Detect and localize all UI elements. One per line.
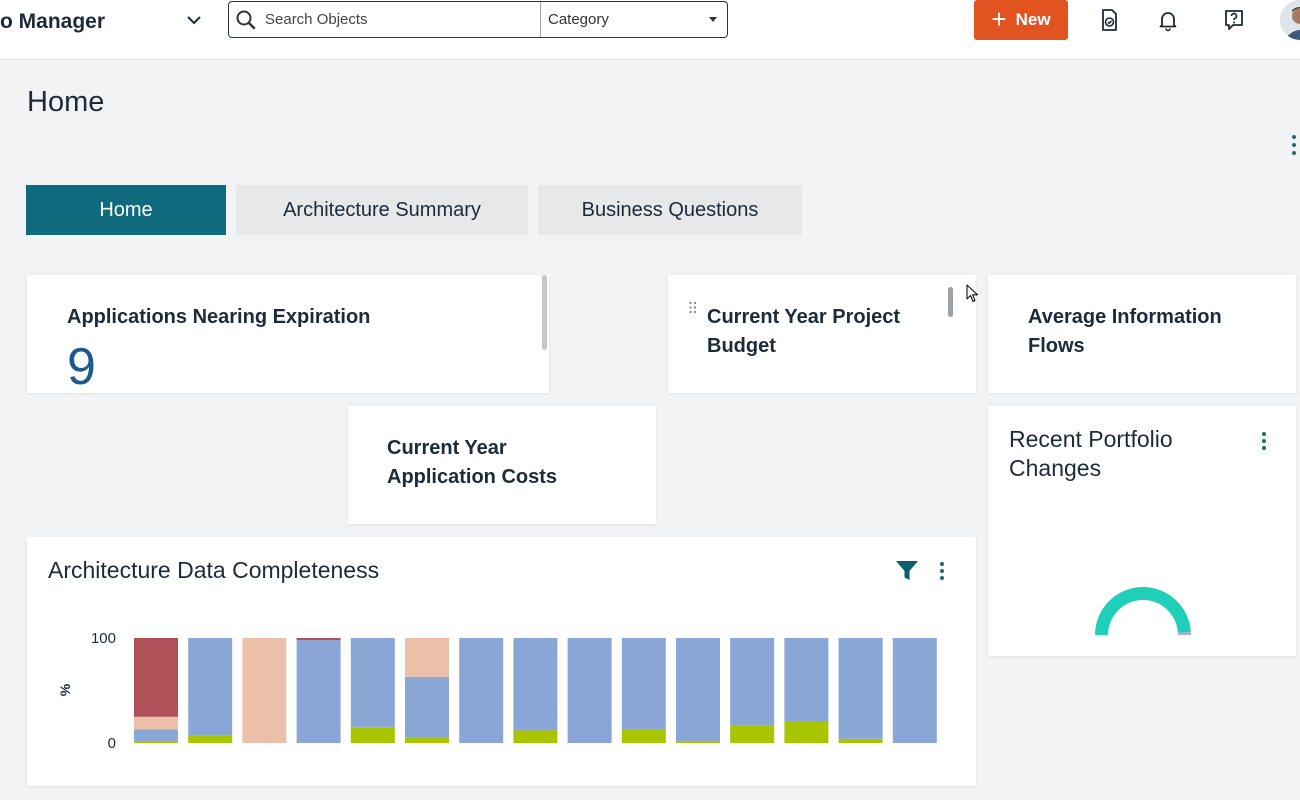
category-label: Category [548, 11, 609, 28]
bar-segment[interactable] [621, 729, 666, 743]
widget-recent-portfolio-changes[interactable]: Recent Portfolio Changes [988, 406, 1296, 656]
bar-segment[interactable] [188, 638, 233, 736]
top-bar: o Manager Category + New [0, 0, 1300, 60]
page-more-options-icon[interactable] [1288, 133, 1300, 157]
widget-scrollbar[interactable] [948, 287, 953, 317]
bar-segment[interactable] [676, 638, 720, 741]
category-select[interactable]: Category [541, 2, 727, 37]
bar-segment[interactable] [242, 638, 287, 743]
bar-segment[interactable] [350, 727, 395, 743]
bar-segment[interactable] [567, 638, 612, 743]
avatar-icon [1280, 0, 1300, 40]
bar-segment[interactable] [459, 638, 504, 743]
bar-segment[interactable] [838, 738, 883, 743]
more-options-icon[interactable] [938, 562, 946, 582]
expiring-count[interactable]: 9 [67, 338, 96, 396]
widget-title: Current Year Application Costs [387, 434, 557, 492]
widget-title: Applications Nearing Expiration [67, 306, 371, 328]
bar-segment[interactable] [676, 740, 720, 743]
y-axis-label: % [57, 683, 73, 696]
widget-title-line: Average Information [1028, 306, 1222, 328]
bar-segment[interactable] [730, 725, 775, 743]
bar-segment[interactable] [838, 638, 883, 739]
y-tick-label: 100 [91, 630, 116, 647]
bar-segment[interactable] [621, 638, 666, 730]
help-icon[interactable] [1222, 8, 1246, 32]
widget-title-line: Flows [1028, 335, 1085, 357]
drag-handle-icon[interactable] [688, 301, 698, 315]
bar-segment[interactable] [134, 716, 178, 730]
widget-title: Architecture Data Completeness [48, 557, 380, 583]
widget-title-line: Changes [1009, 455, 1102, 481]
tab-home[interactable]: Home [26, 185, 226, 235]
widget-title-line: Budget [707, 335, 776, 357]
mouse-cursor-icon [966, 284, 979, 303]
bar-segment[interactable] [513, 730, 558, 743]
bar-segment[interactable] [730, 638, 775, 726]
document-check-icon[interactable] [1097, 8, 1121, 32]
donut-slice[interactable] [1177, 631, 1191, 635]
widget-title: Average Information Flows [1028, 303, 1222, 361]
page-title: Home [27, 86, 105, 118]
plus-icon: + [991, 4, 1007, 34]
bar-segment[interactable] [134, 740, 178, 743]
caret-down-icon [709, 17, 717, 22]
y-tick-label: 0 [108, 735, 116, 752]
donut-slice[interactable] [1095, 587, 1191, 635]
new-button[interactable]: + New [974, 0, 1068, 40]
bar-segment[interactable] [513, 638, 558, 731]
bar-segment[interactable] [188, 735, 233, 743]
filter-icon[interactable] [895, 560, 919, 582]
widget-title: Current Year Project Budget [707, 303, 900, 361]
bar-segment[interactable] [350, 638, 395, 728]
widget-average-information-flows[interactable]: Average Information Flows [988, 275, 1296, 393]
widget-title-line: Recent Portfolio [1009, 426, 1173, 452]
tab-architecture-summary[interactable]: Architecture Summary [236, 185, 528, 235]
search-input[interactable] [265, 11, 525, 28]
widget-applications-nearing-expiration[interactable]: Applications Nearing Expiration 9 [27, 275, 549, 396]
widget-architecture-data-completeness[interactable]: Architecture Data Completeness 100 0% [27, 537, 976, 786]
widget-title-line: Application Costs [387, 466, 558, 488]
app-title[interactable]: o Manager [0, 10, 106, 33]
bar-segment[interactable] [296, 638, 341, 641]
widget-scrollbar[interactable] [542, 275, 547, 350]
bar-segment[interactable] [134, 638, 178, 717]
bar-segment[interactable] [405, 737, 449, 743]
bar-segment[interactable] [892, 638, 937, 743]
portfolio-donut-chart[interactable] [1088, 578, 1198, 638]
search-field-wrapper [229, 2, 541, 37]
bar-segment[interactable] [405, 638, 449, 677]
bar-segment[interactable] [296, 640, 341, 743]
completeness-bar-chart[interactable]: 100 0% [27, 627, 976, 757]
widget-title-line: Current Year [387, 437, 507, 459]
bar-segment[interactable] [405, 676, 449, 738]
search-icon [236, 10, 256, 29]
widget-current-year-application-costs[interactable]: Current Year Application Costs [348, 406, 656, 524]
widget-title-line: Current Year Project [707, 306, 901, 328]
widget-title: Recent Portfolio Changes [1009, 425, 1173, 483]
search-bar: Category [228, 1, 728, 38]
bar-segment[interactable] [784, 722, 829, 743]
bar-segment[interactable] [134, 729, 178, 741]
tab-business-questions[interactable]: Business Questions [538, 185, 802, 235]
widget-current-year-project-budget[interactable]: Current Year Project Budget [668, 275, 976, 393]
bell-icon[interactable] [1156, 8, 1180, 32]
user-avatar[interactable] [1280, 0, 1300, 40]
bar-segment[interactable] [784, 638, 829, 722]
chevron-down-icon[interactable] [184, 10, 204, 30]
new-button-label: New [1015, 10, 1051, 29]
more-options-icon[interactable] [1260, 432, 1268, 452]
